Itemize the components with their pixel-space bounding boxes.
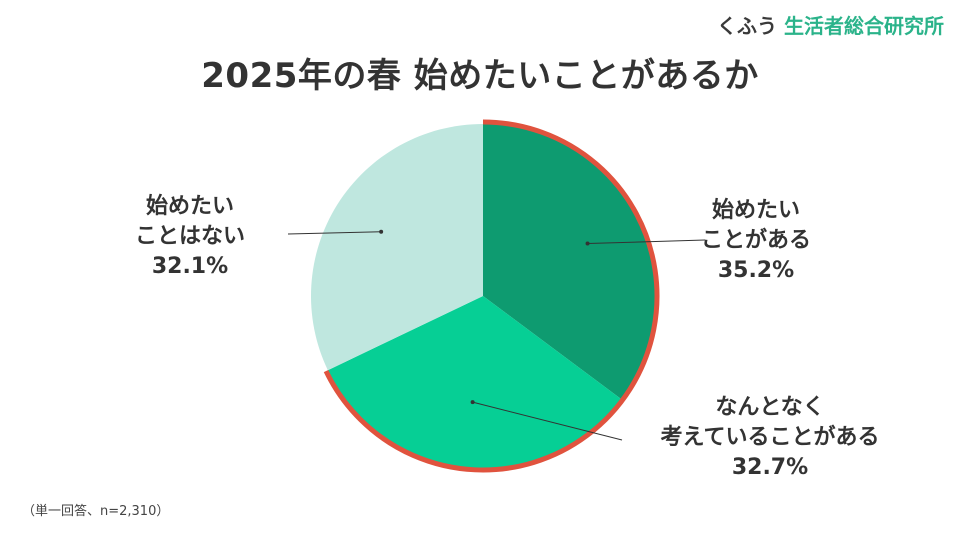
brand-kana: くふう xyxy=(717,14,778,38)
leader-line xyxy=(287,231,382,235)
leader-dot xyxy=(585,241,590,246)
chart-title: 2025年の春 始めたいことがあるか xyxy=(201,56,759,96)
slice-label-line: 考えていることがある xyxy=(660,425,880,450)
brand-logo: くふう 生活者総合研究所 xyxy=(717,10,944,39)
slice-label-vague: なんとなく 考えていることがある 32.7% xyxy=(620,393,920,483)
pie-slices xyxy=(310,124,655,468)
slice-label-line: ことがある xyxy=(700,228,811,253)
highlight-arc xyxy=(323,119,660,473)
slice-label-line: ことはない xyxy=(134,224,245,249)
leader-dot xyxy=(379,229,384,234)
slice-value-label: 32.1% xyxy=(151,254,229,279)
sample-note: （単一回答、n=2,310） xyxy=(22,504,170,519)
pie-slice xyxy=(310,124,483,371)
slice-label-line: 始めたい xyxy=(145,194,234,219)
leader-lines xyxy=(287,229,706,441)
pie-slice xyxy=(483,124,655,399)
leader-line xyxy=(587,239,706,245)
slice-value-label: 32.7% xyxy=(731,455,809,480)
slice-label-line: 始めたい xyxy=(711,198,800,223)
leader-line xyxy=(472,401,623,441)
slice-label-start: 始めたい ことがある 35.2% xyxy=(646,196,866,286)
brand-kanji: 生活者総合研究所 xyxy=(784,14,944,38)
pie-slice xyxy=(327,296,621,468)
leader-dot xyxy=(470,400,475,405)
slice-label-none: 始めたい ことはない 32.1% xyxy=(100,192,280,282)
slice-value-label: 35.2% xyxy=(717,258,795,283)
slice-label-line: なんとなく xyxy=(715,395,825,420)
